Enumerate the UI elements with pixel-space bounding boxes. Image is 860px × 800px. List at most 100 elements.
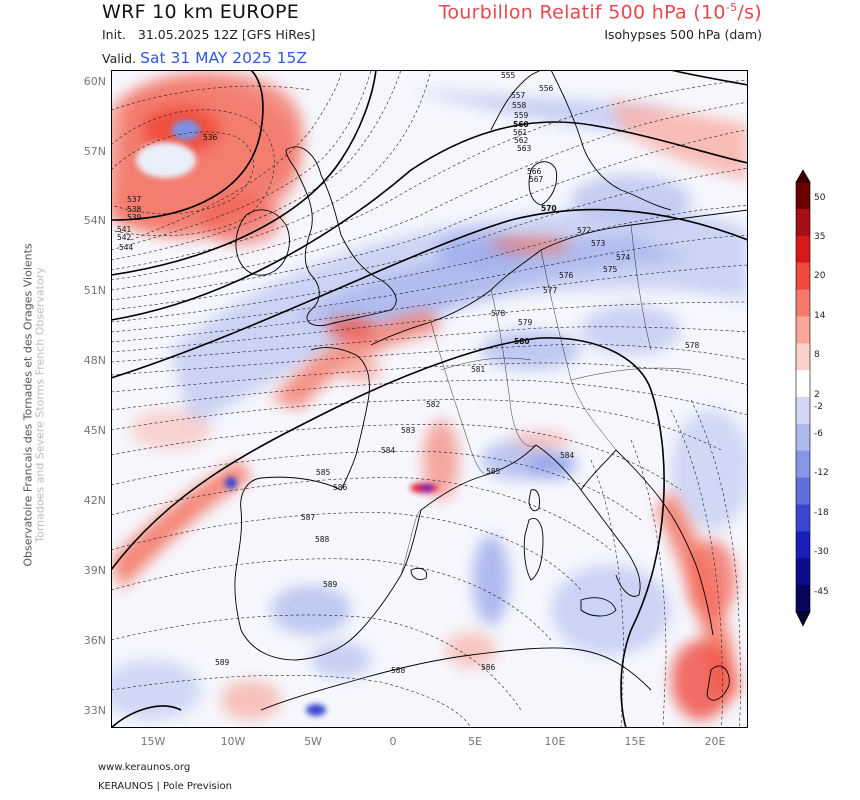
contour-label: 587	[301, 513, 316, 522]
contour-label: 581	[471, 365, 486, 374]
contour-label: 572	[577, 226, 592, 235]
contour-label: 582	[426, 400, 441, 409]
colorbar-cell	[796, 182, 810, 210]
contour-label: 555	[501, 71, 516, 80]
contour-label: 541	[117, 225, 132, 234]
coastlines	[234, 70, 748, 711]
isohypse-labels: 536 537 538 539 541 542 544 555 556 557 …	[117, 71, 700, 675]
isohypses-label: Isohypses 500 hPa (dam)	[604, 27, 762, 42]
colorbar-cell	[796, 423, 810, 452]
colorbar-min-arrow	[795, 611, 811, 627]
lat-label: 39N	[83, 564, 106, 577]
colorbar-tick: -12	[814, 468, 829, 478]
contour-label: 538	[127, 205, 142, 214]
contour-label: 570	[541, 204, 557, 213]
contour-label: 563	[517, 144, 532, 153]
observatory-name-en: Tornadoes and Severe Storms French Obser…	[33, 267, 47, 543]
contour-label: 544	[119, 243, 134, 252]
lat-label: 45N	[83, 424, 106, 437]
contour-label: 561	[513, 128, 528, 137]
vorticity-cores	[136, 120, 438, 716]
variable-title-prefix: Tourbillon Relatif 500 hPa (10	[438, 1, 726, 24]
colorbar-cell	[796, 262, 810, 290]
lon-label: 10E	[544, 735, 566, 748]
lon-label: 15W	[140, 735, 166, 748]
contour-label: 536	[203, 133, 218, 142]
contour-label: 580	[514, 337, 530, 346]
contour-label: 573	[591, 239, 606, 248]
contour-label: 579	[518, 318, 533, 327]
init-label: Init.	[102, 27, 126, 42]
variable-title-suffix: /s)	[737, 1, 762, 24]
init-value: 31.05.2025 12Z [GFS HiRes]	[137, 27, 316, 42]
contour-label: 558	[512, 101, 527, 110]
lat-label: 54N	[83, 214, 106, 227]
lat-label: 33N	[83, 704, 106, 717]
contour-label: 566	[527, 167, 542, 176]
lat-label: 51N	[83, 284, 106, 297]
valid-line: Valid. Sat 31 MAY 2025 15Z	[102, 49, 307, 67]
lat-label: 36N	[83, 634, 106, 647]
contour-label: 586	[333, 483, 348, 492]
thick-isohypses	[111, 70, 748, 728]
map-border	[111, 70, 748, 728]
colorbar-cell	[796, 477, 810, 505]
colorbar-tick: -18	[814, 508, 829, 518]
colorbar-cell	[796, 370, 810, 398]
colorbar-tick: 35	[814, 232, 825, 242]
contour-label: 585	[316, 468, 331, 477]
variable-title-exponent: -5	[725, 1, 738, 14]
colorbar-cell	[796, 208, 810, 237]
contour-label: 577	[543, 286, 558, 295]
lon-label: 5W	[304, 735, 322, 748]
lat-label: 42N	[83, 494, 106, 507]
colorbar-tick: 8	[814, 350, 820, 360]
lon-label: 20E	[704, 735, 726, 748]
contour-label: 586	[481, 663, 496, 672]
colorbar-max-arrow	[795, 169, 811, 183]
contour-label: 542	[117, 233, 132, 242]
colorbar-tick: -2	[814, 402, 823, 412]
colorbar-cell	[796, 585, 810, 613]
contour-label: 584	[381, 446, 396, 455]
contour-label: 575	[603, 265, 618, 274]
init-line: Init. 31.05.2025 12Z [GFS HiRes]	[102, 27, 315, 42]
colorbar-cell	[796, 235, 810, 264]
colorbar-cell	[796, 450, 810, 479]
contour-label: 539	[127, 213, 142, 222]
lon-label: 10W	[220, 735, 246, 748]
lat-label: 48N	[83, 354, 106, 367]
colorbar-cell	[796, 289, 810, 317]
contour-label: 588	[315, 535, 330, 544]
valid-date: Sat 31 MAY 2025 15Z	[140, 49, 307, 67]
contour-label: 589	[323, 580, 338, 589]
colorbar-cell	[796, 343, 810, 371]
contour-label: 557	[511, 91, 526, 100]
contour-label: 585	[486, 467, 501, 476]
contour-label: 583	[401, 426, 416, 435]
colorbar-cell	[796, 316, 810, 344]
map-canvas: 536 537 538 539 541 542 544 555 556 557 …	[111, 70, 748, 728]
contour-label: 584	[560, 451, 575, 460]
lat-label: 60N	[83, 75, 106, 88]
map-title: WRF 10 km EUROPE	[102, 1, 300, 23]
colorbar-cell	[796, 558, 810, 586]
colorbar-tick: -30	[814, 547, 829, 557]
contour-label: 588	[391, 666, 406, 675]
colorbar-tick: 14	[814, 311, 826, 321]
colorbar-cell	[796, 504, 810, 532]
colorbar-frame	[795, 181, 811, 613]
website-link[interactable]: www.keraunos.org	[98, 762, 191, 773]
credit-line: KERAUNOS | Pole Prevision	[98, 781, 232, 792]
lon-label: 15E	[624, 735, 646, 748]
colorbar-tick: 20	[814, 271, 826, 281]
contour-label: 556	[539, 84, 554, 93]
colorbar: 50 35 20 14 8 2 -2 -6 -12 -18 -30 -45	[795, 169, 829, 627]
contour-label: 560	[513, 120, 529, 129]
lon-label: 0	[389, 735, 397, 748]
vorticity-map: 536 537 538 539 541 542 544 555 556 557 …	[111, 70, 748, 728]
colorbar-cell	[796, 531, 810, 559]
lat-label: 57N	[83, 145, 106, 158]
contour-label: 562	[514, 136, 529, 145]
contour-label: 574	[616, 253, 631, 262]
